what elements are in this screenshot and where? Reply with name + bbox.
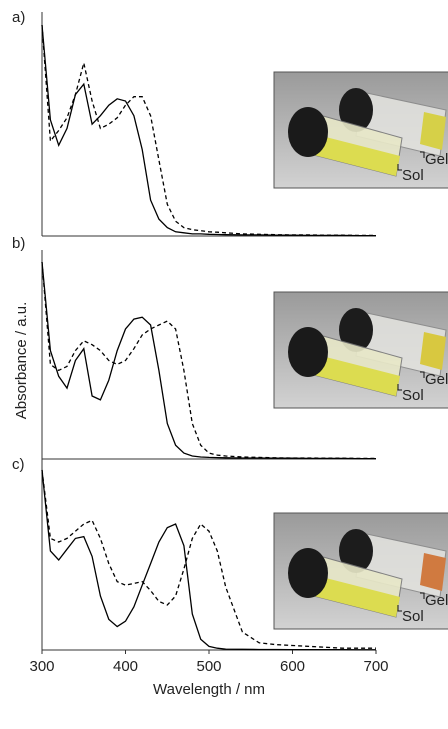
x-tick-label: 700 — [363, 658, 388, 675]
gel-label: Gel — [425, 592, 448, 609]
front-cap — [288, 548, 328, 598]
sol-bracket — [397, 605, 402, 612]
front-cap — [288, 327, 328, 377]
gel — [420, 332, 446, 370]
sol — [310, 354, 400, 396]
gel — [420, 112, 446, 150]
gel — [420, 553, 446, 591]
sol-bracket — [397, 164, 402, 171]
gel-label: Gel — [425, 371, 448, 388]
sol-label: Sol — [402, 387, 424, 404]
sol-bracket — [397, 384, 402, 391]
sol — [310, 575, 400, 617]
gel-label: Gel — [425, 151, 448, 168]
x-tick-label: 300 — [29, 658, 54, 675]
panel-label: c) — [12, 456, 25, 473]
gel-bracket — [420, 151, 425, 158]
front-cap — [288, 107, 328, 157]
gel-bracket — [420, 371, 425, 378]
sol — [310, 134, 400, 176]
y-axis-label: Absorbance / a.u. — [13, 302, 30, 420]
x-axis-label: Wavelength / nm — [153, 681, 265, 698]
sol-label: Sol — [402, 608, 424, 625]
back-cap — [339, 308, 373, 352]
spectrum-line — [41, 469, 376, 651]
spectrum-line — [41, 24, 376, 237]
x-tick-label: 600 — [280, 658, 305, 675]
spectrum-line — [41, 261, 376, 460]
x-tick-label: 500 — [196, 658, 221, 675]
panel-label: b) — [12, 235, 25, 252]
sol-label: Sol — [402, 167, 424, 184]
back-cap — [339, 88, 373, 132]
panel-label: a) — [12, 9, 25, 26]
back-cap — [339, 529, 373, 573]
x-tick-label: 400 — [113, 658, 138, 675]
gel-bracket — [420, 592, 425, 599]
